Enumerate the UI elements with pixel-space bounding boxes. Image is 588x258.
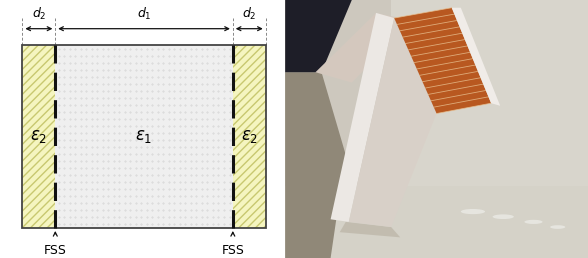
Text: $\varepsilon_1$: $\varepsilon_1$ (135, 127, 153, 146)
Bar (233, 45, 266, 228)
Polygon shape (285, 72, 346, 258)
Text: $\varepsilon_2$: $\varepsilon_2$ (240, 127, 258, 146)
Polygon shape (285, 0, 352, 72)
Bar (22, 45, 55, 228)
Polygon shape (391, 0, 588, 258)
Ellipse shape (550, 225, 565, 229)
Text: $d_1$: $d_1$ (137, 6, 151, 22)
Bar (55, 45, 233, 228)
Polygon shape (315, 13, 412, 83)
Bar (233, 45, 266, 228)
Text: $d_2$: $d_2$ (242, 6, 256, 22)
Text: $d_2$: $d_2$ (32, 6, 46, 22)
Text: FSS: FSS (44, 244, 66, 257)
Text: $\varepsilon_2$: $\varepsilon_2$ (30, 127, 48, 146)
Polygon shape (394, 8, 491, 114)
Polygon shape (340, 222, 400, 237)
Bar (22, 45, 266, 228)
Polygon shape (452, 8, 500, 106)
Polygon shape (349, 18, 436, 227)
Ellipse shape (524, 220, 543, 224)
Text: FSS: FSS (222, 244, 244, 257)
Polygon shape (285, 186, 588, 258)
Bar (22, 45, 55, 228)
Ellipse shape (461, 209, 485, 214)
Ellipse shape (493, 214, 514, 219)
Polygon shape (330, 13, 394, 222)
